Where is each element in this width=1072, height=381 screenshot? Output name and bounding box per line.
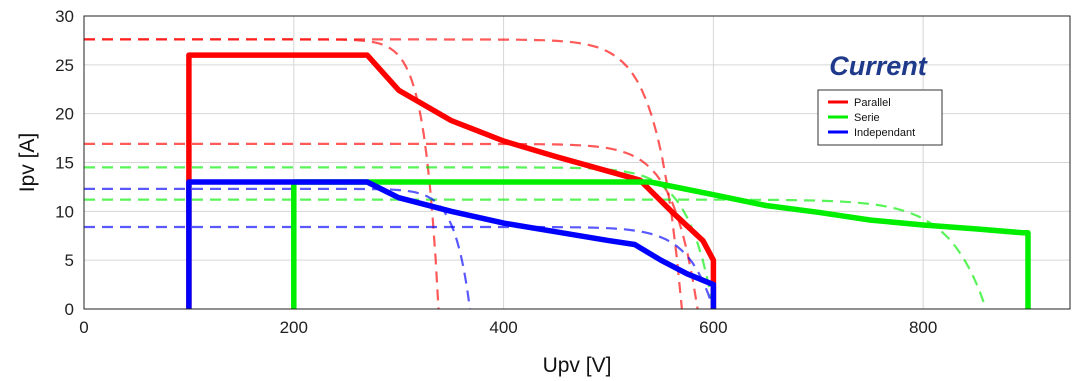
x-tick-label: 600 — [699, 318, 727, 337]
legend-label: Serie — [854, 112, 880, 124]
legend-label: Parallel — [854, 97, 891, 109]
dashed-curve — [84, 142, 699, 310]
y-axis-label: Ipv [A] — [16, 133, 39, 193]
x-tick-label: 0 — [79, 318, 88, 337]
dashed-curve — [84, 38, 683, 310]
current-annotation: Current — [829, 51, 928, 81]
y-tick-label: 10 — [55, 202, 74, 221]
x-tick-label: 200 — [280, 318, 308, 337]
y-tick-label: 0 — [65, 300, 74, 319]
y-tick-label: 20 — [55, 105, 74, 124]
legend: Parallel Serie Independant — [817, 89, 943, 146]
plot-frame — [83, 15, 1071, 310]
dashed-curve — [84, 198, 988, 310]
x-tick-label: 800 — [909, 318, 937, 337]
dashed-curves — [84, 38, 988, 310]
dashed-curve — [84, 38, 440, 310]
y-tick-label: 25 — [55, 56, 74, 75]
dashed-curve — [84, 225, 715, 310]
series-line-parallel — [186, 52, 717, 309]
dashed-curve — [84, 187, 472, 310]
series-line-serie — [291, 179, 1031, 309]
tick-labels: 0 200 400 600 800 0 5 10 15 20 25 30 — [55, 7, 937, 337]
x-tick-label: 400 — [489, 318, 517, 337]
y-tick-label: 30 — [55, 7, 74, 26]
legend-label: Independant — [854, 127, 915, 139]
y-tick-label: 5 — [65, 251, 74, 270]
x-axis-label: Upv [V] — [543, 354, 612, 377]
y-tick-label: 15 — [55, 154, 74, 173]
series-lines — [186, 52, 1031, 309]
series-line-independant — [186, 179, 717, 309]
